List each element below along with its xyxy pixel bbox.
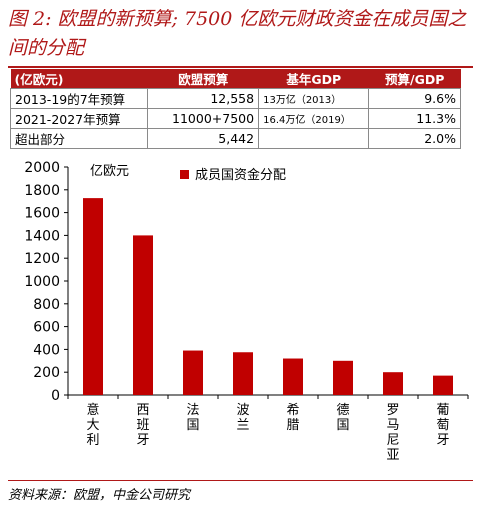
bar-1 — [83, 198, 103, 395]
table-row: 2013-19的7年预算 12,558 13万亿（2013） 9.6% — [9, 88, 461, 109]
y-tick-label: 1200 — [24, 251, 60, 267]
legend-label: 成员国资金分配 — [195, 167, 286, 183]
y-tick-label: 200 — [33, 365, 60, 381]
table-row: 超出部分 5,442 2.0% — [9, 128, 461, 149]
x-tick-label: 波兰 — [236, 403, 249, 433]
y-tick-label: 1000 — [24, 274, 60, 290]
table-cell: 5,442 — [147, 128, 260, 149]
x-tick-label: 罗马尼亚 — [386, 403, 399, 463]
x-tick-label: 希腊 — [286, 403, 299, 433]
source-rule — [8, 480, 473, 481]
bar-4 — [233, 352, 253, 395]
budget-table: (亿欧元) 欧盟预算 基年GDP 预算/GDP 2013-19的7年预算 12,… — [9, 69, 461, 149]
bar-6 — [333, 360, 353, 395]
y-tick-label: 2000 — [24, 160, 60, 176]
table-header-unit: (亿欧元) — [10, 69, 148, 89]
figure-title: 图 2: 欧盟的新预算; 7500 亿欧元财政资金在成员国之间的分配 — [8, 8, 467, 59]
y-tick-label: 1400 — [24, 228, 60, 244]
legend-swatch — [180, 170, 189, 179]
x-tick-label: 意大利 — [86, 402, 99, 448]
table-header-budget: 欧盟预算 — [147, 69, 259, 89]
table-cell: 11000+7500 — [147, 108, 260, 129]
bar-chart: 0 200 400 600 800 1000 1200 1400 1600 1800 2000 意大… — [24, 160, 469, 463]
x-tick-label: 法国 — [186, 403, 199, 433]
table-cell: 2021-2027年预算 — [9, 108, 149, 129]
table-cell: 13万亿（2013） — [258, 88, 370, 109]
x-tick-label: 德国 — [336, 403, 349, 433]
table-cell: 12,558 — [147, 88, 260, 109]
table-header-row: (亿欧元) 欧盟预算 基年GDP 预算/GDP — [10, 69, 461, 89]
table-cell: 2.0% — [368, 128, 461, 149]
y-tick-label: 1600 — [24, 206, 60, 222]
x-axis: 意大利 西班牙 法国 波兰 希腊 德国 罗马尼亚 葡萄牙 — [67, 394, 469, 463]
source-note: 资料来源：欧盟，中金公司研究 — [8, 488, 191, 503]
table-row: 2021-2027年预算 11000+7500 16.4万亿（2019） 11.… — [9, 108, 461, 129]
table-cell: 16.4万亿（2019） — [258, 108, 370, 129]
y-tick-label: 800 — [33, 297, 60, 313]
table-cell: 超出部分 — [9, 128, 149, 149]
bar-3 — [183, 350, 203, 395]
y-tick-label: 1800 — [24, 183, 60, 199]
table-cell: 2013-19的7年预算 — [9, 88, 149, 109]
y-tick-label: 0 — [51, 388, 60, 404]
title-rule — [8, 66, 473, 68]
y-axis: 0 200 400 600 800 1000 1200 1400 1600 1800 2000 — [24, 160, 69, 404]
x-tick-label: 西班牙 — [136, 403, 149, 448]
y-tick-label: 600 — [33, 320, 60, 336]
table-cell — [258, 128, 370, 149]
bar-8 — [433, 375, 453, 395]
bar-7 — [383, 372, 403, 395]
table-header-gdp: 基年GDP — [258, 69, 369, 89]
bar-2 — [133, 235, 153, 395]
bar-series — [83, 198, 453, 395]
x-tick-label: 葡萄牙 — [436, 403, 449, 448]
bar-5 — [283, 358, 303, 395]
table-header-ratio: 预算/GDP — [368, 69, 461, 89]
y-axis-unit-label: 亿欧元 — [90, 164, 129, 179]
y-tick-label: 400 — [33, 342, 60, 358]
table-cell: 11.3% — [368, 108, 461, 129]
table-cell: 9.6% — [368, 88, 461, 109]
